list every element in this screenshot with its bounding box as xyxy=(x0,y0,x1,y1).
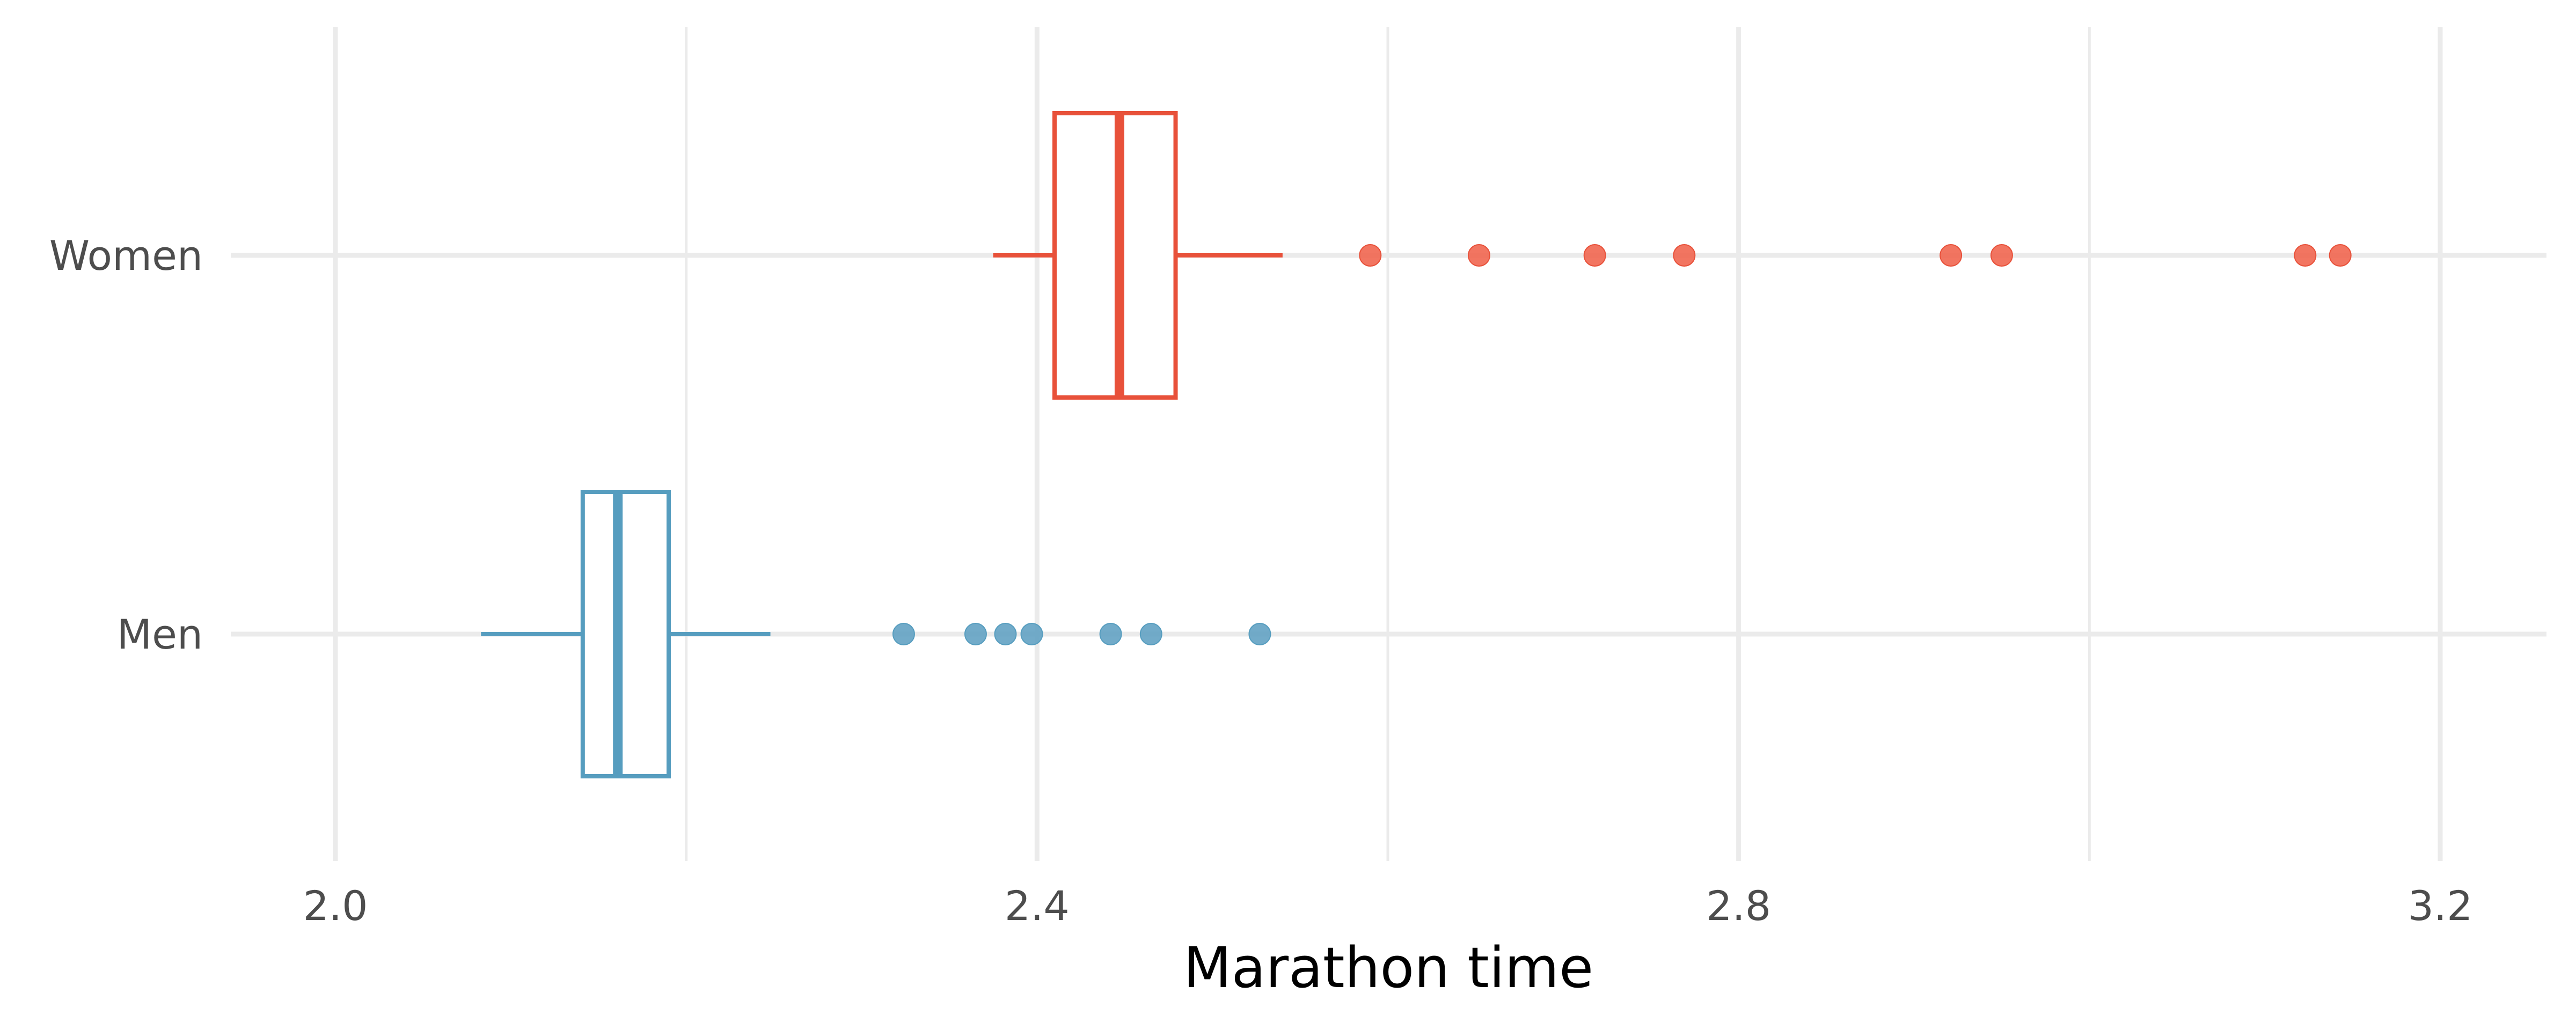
outlier-point xyxy=(1359,244,1382,267)
outlier-point xyxy=(1099,623,1122,645)
outlier-point xyxy=(2294,244,2317,267)
x-tick-label: 3.2 xyxy=(2408,882,2473,930)
outliers-layer xyxy=(892,244,2352,645)
outlier-point xyxy=(1583,244,1606,267)
boxes-layer xyxy=(481,111,1283,778)
y-tick-label: Men xyxy=(117,610,203,658)
y-tick-label: Women xyxy=(49,232,203,279)
outlier-point xyxy=(1139,623,1162,645)
outlier-point xyxy=(1020,623,1043,645)
iqr-box xyxy=(580,490,671,778)
outlier-point xyxy=(994,623,1017,645)
outlier-point xyxy=(892,623,915,645)
x-tick-label: 2.8 xyxy=(1706,882,1771,930)
outlier-point xyxy=(964,623,987,645)
x-tick-label: 2.4 xyxy=(1005,882,1070,930)
grid-lines xyxy=(231,27,2546,861)
outlier-point xyxy=(1940,244,1963,267)
x-tick-label: 2.0 xyxy=(303,882,368,930)
box-women xyxy=(993,111,1283,400)
x-axis-title: Marathon time xyxy=(1183,935,1593,1000)
outlier-point xyxy=(2329,244,2352,267)
box-men xyxy=(481,490,771,778)
outlier-point xyxy=(1990,244,2013,267)
outlier-point xyxy=(1248,623,1271,645)
y-axis-labels: Women Men xyxy=(49,232,203,658)
outlier-point xyxy=(1673,244,1696,267)
outlier-point xyxy=(1467,244,1490,267)
x-axis-tick-labels: 2.0 2.4 2.8 3.2 xyxy=(303,882,2473,930)
